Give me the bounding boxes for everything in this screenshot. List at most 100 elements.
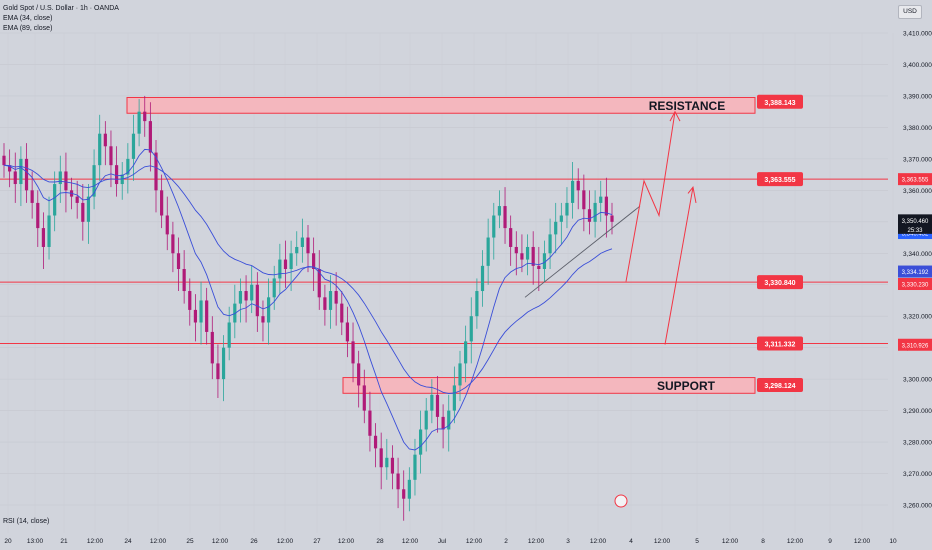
level-label-box[interactable] <box>757 172 803 187</box>
level-label-text: 3,330.840 <box>764 280 795 287</box>
candle-body <box>385 457 389 468</box>
candle-body <box>24 158 29 191</box>
zone-support[interactable] <box>342 377 756 394</box>
ema-fast-line <box>3 148 613 451</box>
x-tick-label: 21 <box>60 538 68 545</box>
level-label-box[interactable] <box>757 336 803 351</box>
candle-body <box>210 331 214 364</box>
candle-body <box>148 121 152 153</box>
x-tick-label: 5 <box>695 538 699 545</box>
zone-resistance[interactable] <box>126 97 756 114</box>
zones[interactable]: RESISTANCE SUPPORT <box>126 97 756 394</box>
candle-body <box>58 171 62 185</box>
candle-body <box>497 206 502 216</box>
candle-body <box>126 158 130 175</box>
candle-body <box>266 297 271 323</box>
candle-body <box>475 291 479 317</box>
currency-button[interactable]: USD <box>898 5 922 19</box>
y-tick-label: 3,280.000 <box>903 440 932 447</box>
candle-body <box>13 171 17 185</box>
level-labels[interactable]: 3,388.143 3,363.555 3,330.840 3,311.332 3,29… <box>757 94 803 393</box>
candle-body <box>64 171 68 191</box>
y-tick-label: 3,360.000 <box>903 188 932 195</box>
candle-body <box>19 158 23 185</box>
candle-body <box>131 133 136 159</box>
arrow-head-lower <box>687 186 697 204</box>
candle-body <box>593 202 597 222</box>
y-tick-label: 3,370.000 <box>903 156 932 163</box>
level-label-box[interactable] <box>757 94 803 109</box>
x-tick-label: 26 <box>250 538 258 545</box>
candle-body <box>587 209 592 222</box>
candle-body <box>452 385 456 411</box>
x-tick-label: 25 <box>186 538 194 545</box>
y-tick-label: 3,390.000 <box>903 93 932 100</box>
candle-body <box>193 309 198 323</box>
x-tick-label: 12:00 <box>654 538 671 545</box>
x-tick-label: 12:00 <box>528 538 545 545</box>
axis-tag-text: 3,310.926 <box>902 343 929 349</box>
y-tick-label: 3,300.000 <box>903 377 932 384</box>
x-tick-label: 27 <box>313 538 321 545</box>
level-label-box[interactable] <box>757 275 803 290</box>
level-lines[interactable] <box>0 178 888 344</box>
y-tick-label: 3,320.000 <box>903 314 932 321</box>
x-tick-label: 9 <box>828 538 832 545</box>
countdown-text: 25:33 <box>907 228 923 234</box>
axis-tag-ema2 <box>898 265 932 278</box>
candle-body <box>357 363 361 386</box>
candle-body <box>81 202 85 222</box>
candle-body <box>171 234 175 254</box>
x-tick-label: 28 <box>376 538 384 545</box>
projection-arrows[interactable] <box>524 110 697 345</box>
candle-body <box>542 253 547 269</box>
candle-body <box>312 253 316 269</box>
candle-body <box>509 228 513 247</box>
candle-body <box>582 190 586 210</box>
grid <box>0 32 894 533</box>
candle-body <box>435 394 440 417</box>
trend-line[interactable] <box>524 205 641 298</box>
symbol-title: Gold Spot / U.S. Dollar · 1h · OANDA <box>3 5 119 12</box>
projection-path-upper[interactable] <box>625 111 676 282</box>
x-tick-label: 12:00 <box>277 538 294 545</box>
axis-tag-current <box>898 214 932 227</box>
candle-body <box>188 291 192 310</box>
axis-tag-text: 3,363.555 <box>902 178 929 184</box>
level-label-box[interactable] <box>757 378 803 393</box>
candle-body <box>610 215 614 222</box>
candle-body <box>548 234 552 254</box>
candle-body <box>537 265 541 269</box>
x-tick-label: 8 <box>761 538 765 545</box>
candle-body <box>109 146 113 166</box>
candle-body <box>205 300 209 332</box>
candle-body <box>300 237 304 247</box>
candle-body <box>8 165 12 172</box>
candle-body <box>565 202 569 216</box>
x-tick-label: 12:00 <box>338 538 355 545</box>
x-tick-label: 3 <box>566 538 570 545</box>
candle-body <box>373 435 378 449</box>
zone-label-resistance: RESISTANCE <box>649 99 725 113</box>
x-tick-label: 20 <box>4 538 12 545</box>
candle-body <box>464 341 468 364</box>
ema-slow-line <box>3 164 613 394</box>
y-tick-label: 3,290.000 <box>903 408 932 415</box>
x-tick-label: 12:00 <box>787 538 804 545</box>
candle-body <box>244 291 248 301</box>
candle-body <box>334 291 338 304</box>
arrow-head-upper <box>669 110 681 122</box>
candle-body <box>379 448 383 468</box>
axis-tag-text: 3,350.460 <box>902 219 929 225</box>
candle-body <box>36 202 40 229</box>
candle-body <box>137 111 141 134</box>
projection-path-lower[interactable] <box>664 187 694 345</box>
x-tick-label: 12:00 <box>212 538 229 545</box>
candle-body <box>480 265 485 292</box>
candle-body <box>345 322 350 342</box>
zone-label-support: SUPPORT <box>657 379 716 393</box>
candle-body <box>75 196 79 203</box>
candle-body <box>227 322 231 348</box>
candle-body <box>604 196 608 216</box>
